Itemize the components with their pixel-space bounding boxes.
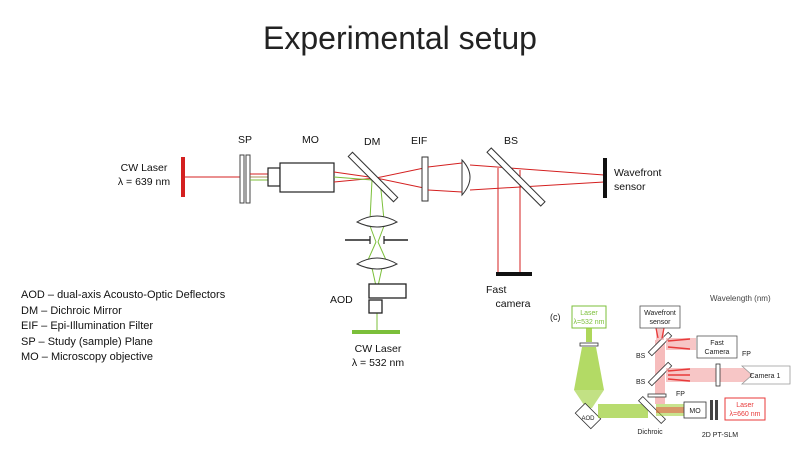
inset-mo-label: MO [689, 408, 701, 415]
red-laser-line1: CW Laser [120, 162, 168, 174]
legend-item: SP – Study (sample) Plane [21, 335, 153, 348]
inset-header-fragment: Wavelength (nm) [710, 294, 771, 303]
wavefront-sensor [603, 158, 607, 198]
dm-label: DM [364, 136, 381, 148]
legend-item: MO – Microscopy objective [21, 351, 154, 363]
sample-plane [239, 154, 251, 204]
inset-laser-green-line2: λ=532 nm [574, 319, 605, 326]
inset-fast-camera-line1: Fast [710, 340, 724, 347]
abbreviation-legend: AOD – dual-axis Acousto-Optic Deflectors… [21, 288, 225, 366]
slide-title: Experimental setup [263, 20, 537, 56]
fast-camera-label: Fast camera [478, 283, 548, 311]
inset-laser-red-line1: Laser [736, 402, 754, 409]
green-lens-upper [355, 215, 399, 228]
fast-camera-line1: Fast [486, 284, 507, 296]
inset-panel-label: (c) [550, 312, 561, 322]
wavefront-line2: sensor [614, 181, 646, 193]
legend-item: AOD – dual-axis Acousto-Optic Deflectors [21, 289, 226, 301]
inset-laser-green-line1: Laser [580, 310, 598, 317]
wavefront-line1: Wavefront [614, 167, 662, 179]
eif-label: EIF [411, 135, 428, 147]
inset-aod-label: AOD [581, 416, 595, 422]
sp-label: SP [238, 134, 253, 146]
red-laser-source [181, 157, 185, 197]
legend-item: EIF – Epi-Illumination Filter [21, 320, 154, 332]
aod-device [368, 283, 407, 314]
bs-label: BS [504, 135, 519, 147]
red-laser-line2: λ = 639 nm [117, 176, 171, 188]
inset-camera1-label: Camera 1 [750, 373, 781, 380]
wavefront-sensor-label: Wavefront sensor [614, 166, 661, 194]
green-laser-line2: λ = 532 nm [351, 357, 405, 369]
fast-camera-line2: camera [495, 298, 531, 310]
dichroic-mirror [347, 151, 399, 203]
mo-label: MO [302, 134, 319, 146]
green-laser-label: CW Laser λ = 532 nm [342, 342, 414, 370]
legend-item: DM – Dichroic Mirror [21, 304, 122, 317]
fast-camera [496, 272, 532, 276]
inset-bs1-label: BS [636, 353, 646, 360]
epi-illumination-filter [421, 156, 429, 202]
green-lens-lower [355, 257, 399, 270]
green-laser-source [352, 330, 400, 334]
inset-dichroic-label: Dichroic [637, 429, 663, 436]
inset-slm-label: 2D PT-SLM [702, 432, 738, 439]
beam-splitter [486, 147, 546, 207]
inset-fp2-label: FP [676, 391, 685, 398]
iris-aperture [345, 236, 408, 244]
inset-fp1-label: FP [742, 351, 751, 358]
inset-fast-camera-line2: Camera [705, 349, 730, 356]
focusing-lens [461, 158, 471, 197]
green-laser-line1: CW Laser [354, 343, 402, 355]
inset-diagram: (c) Wavelength (nm) Laser λ=532 nm AOD D… [550, 294, 791, 439]
red-laser-label: CW Laser λ = 639 nm [108, 161, 180, 189]
inset-bs2-label: BS [636, 379, 646, 386]
inset-wavefront-line1: Wavefront [644, 310, 676, 317]
inset-laser-red-line2: λ=660 nm [730, 411, 761, 418]
microscope-objective [267, 162, 335, 193]
aod-label: AOD [330, 294, 353, 306]
inset-wavefront-line2: sensor [649, 319, 671, 326]
